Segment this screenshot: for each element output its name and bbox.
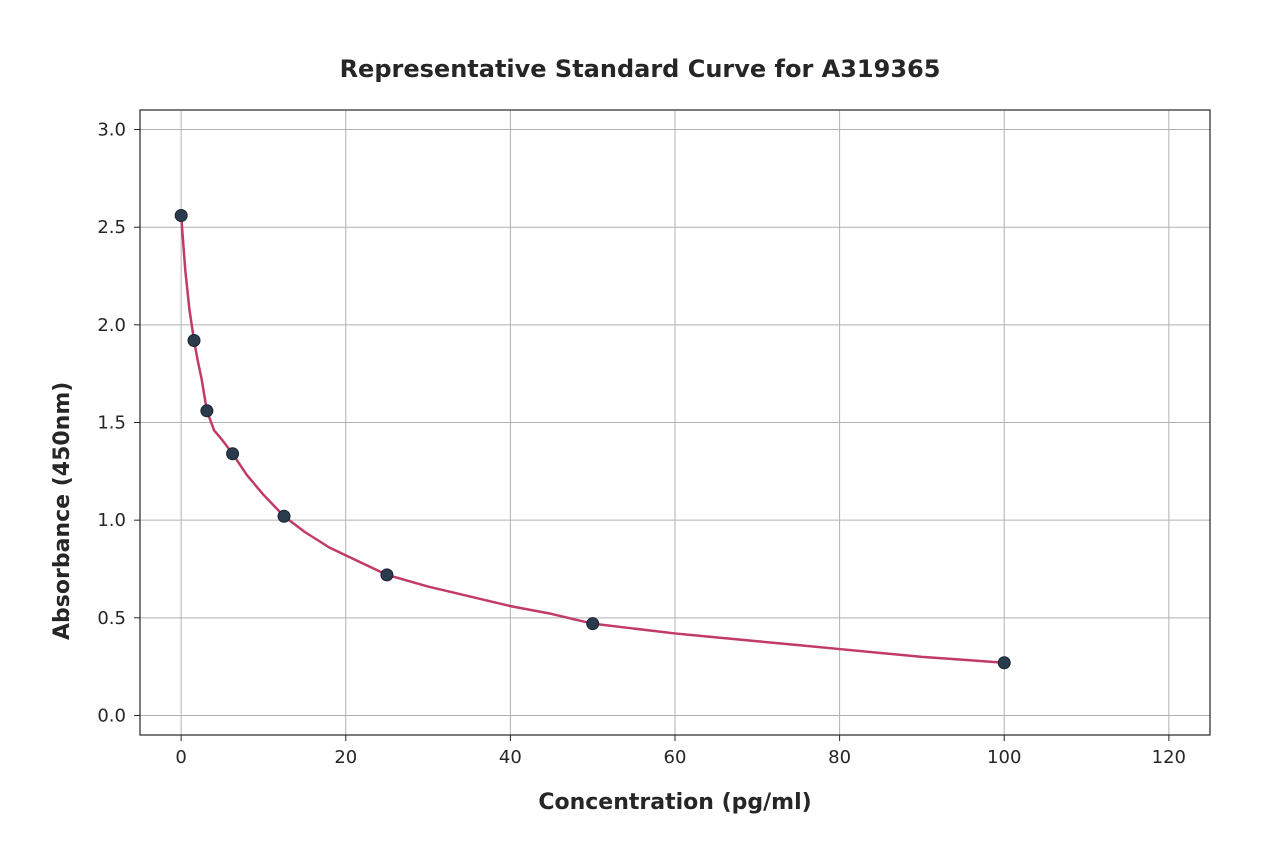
y-tick-label: 0.0	[97, 705, 126, 726]
x-tick-label: 80	[828, 747, 851, 768]
data-point	[278, 510, 290, 522]
data-point	[188, 334, 200, 346]
y-tick-label: 2.0	[97, 315, 126, 336]
y-axis-label: Absorbance (450nm)	[50, 382, 75, 640]
y-tick-label: 1.0	[97, 510, 126, 531]
y-tick-label: 0.5	[97, 608, 126, 629]
data-point	[175, 209, 187, 221]
data-point	[201, 405, 213, 417]
x-axis-label: Concentration (pg/ml)	[0, 790, 1280, 815]
y-tick-label: 2.5	[97, 217, 126, 238]
data-point	[587, 618, 599, 630]
chart-container: Representative Standard Curve for A31936…	[0, 0, 1280, 845]
x-tick-label: 40	[499, 747, 522, 768]
chart-svg: 0 20 40 60 80 100 120 0.0 0.5 1.0 1.5 2.0 2.5 3.0	[0, 0, 1280, 845]
x-tick-label: 20	[334, 747, 357, 768]
x-tick-label: 100	[987, 747, 1021, 768]
data-point	[998, 657, 1010, 669]
x-tick-label: 0	[175, 747, 186, 768]
y-tick-label: 3.0	[97, 120, 126, 141]
data-point	[381, 569, 393, 581]
x-tick-label: 60	[664, 747, 687, 768]
x-tick-label: 120	[1152, 747, 1186, 768]
data-point	[227, 448, 239, 460]
y-tick-label: 1.5	[97, 413, 126, 434]
